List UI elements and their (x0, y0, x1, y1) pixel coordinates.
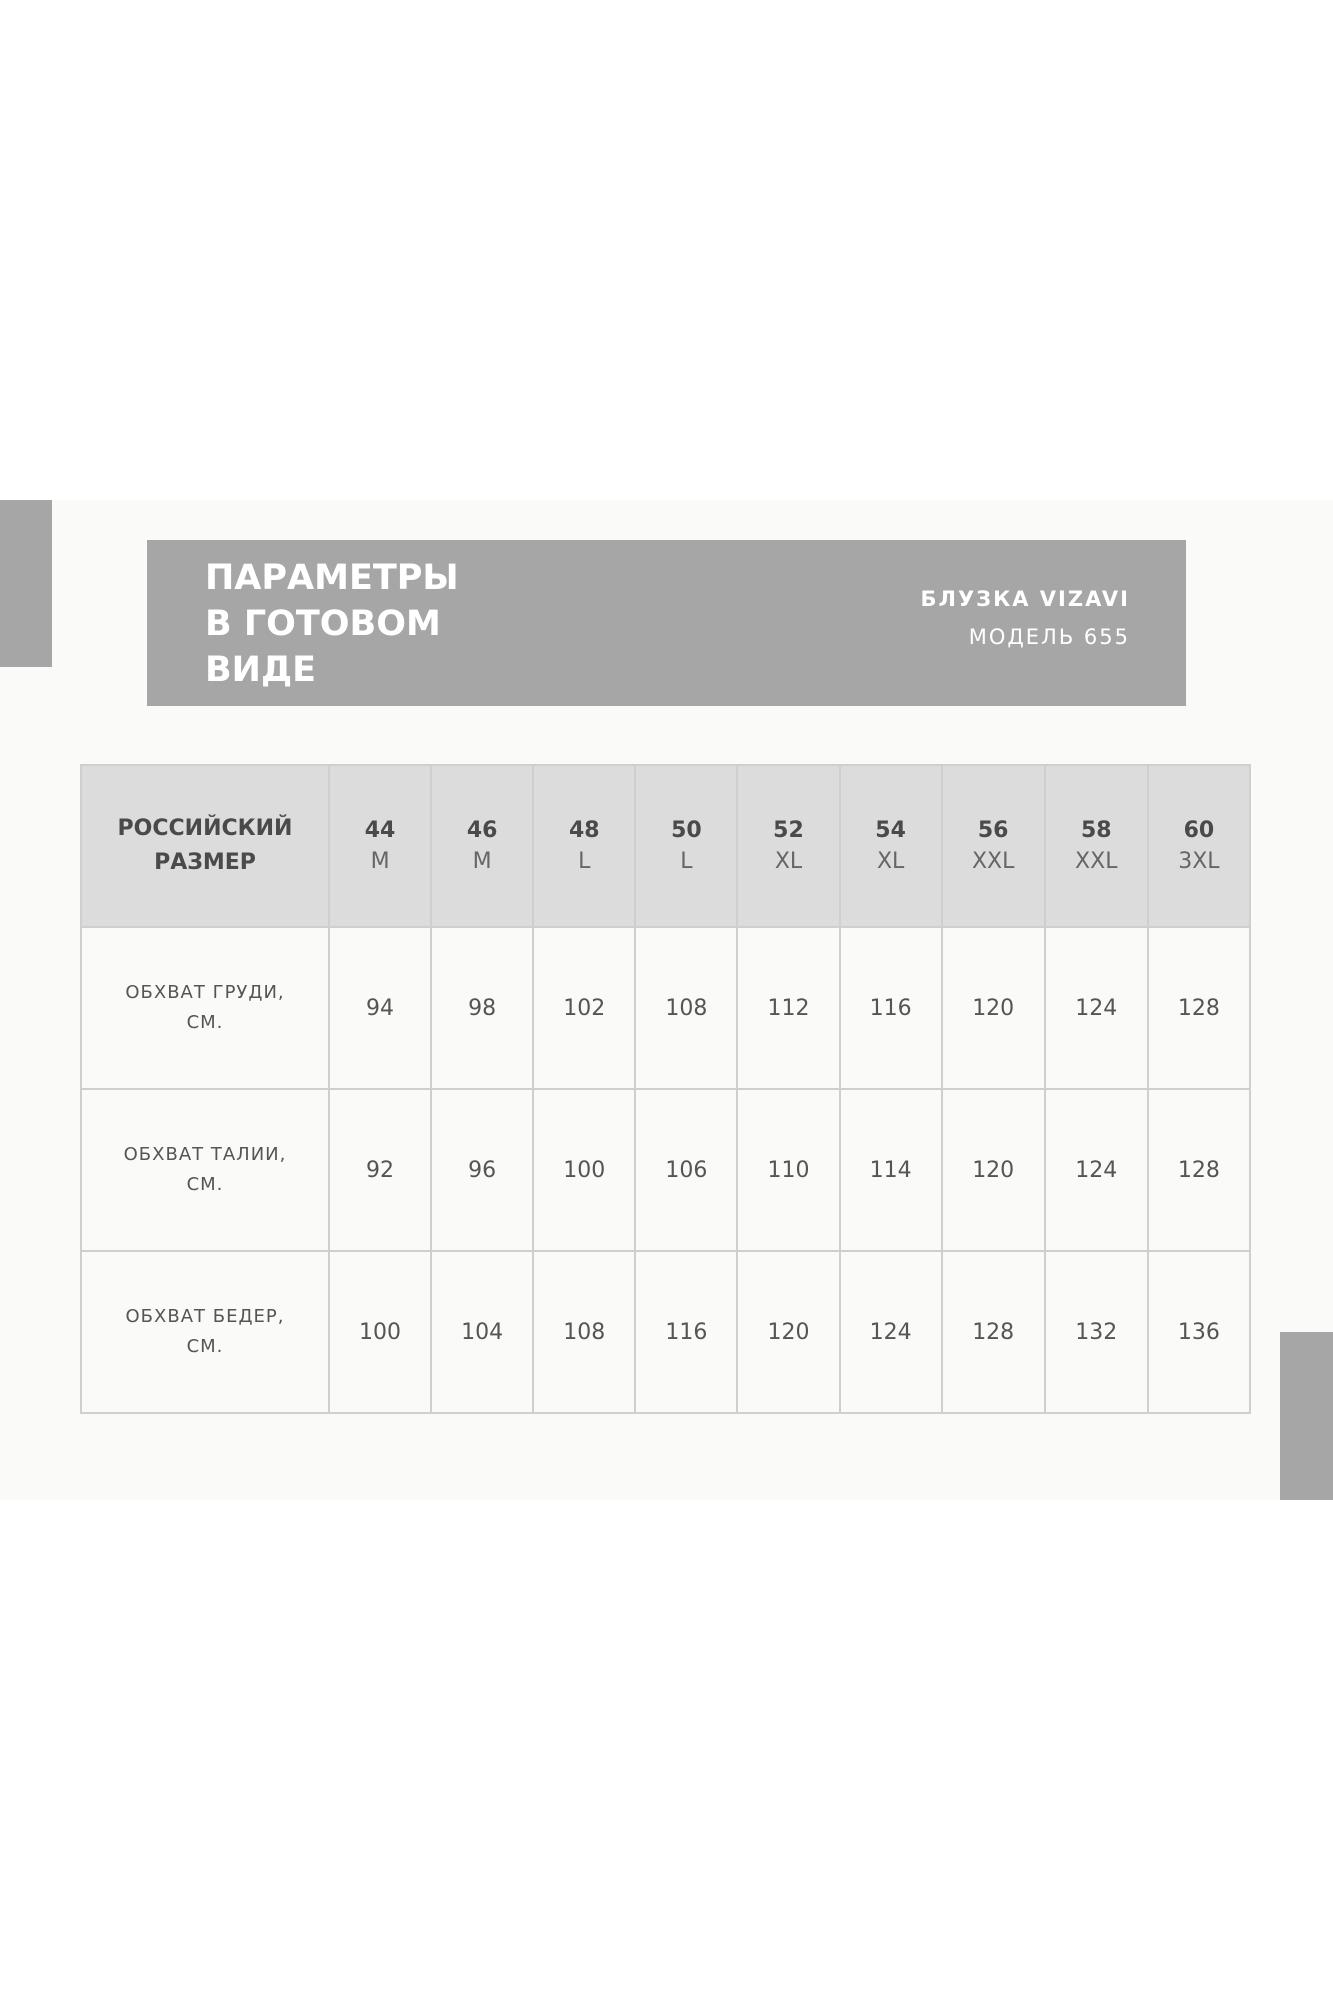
product-model: МОДЕЛЬ 655 (968, 625, 1130, 649)
decor-bar-left (0, 500, 52, 667)
table-row: ОБХВАТ ТАЛИИ, СМ. 92 96 100 106 110 114 120 124 12… (80, 1088, 1252, 1252)
page-title: ПАРАМЕТРЫ В ГОТОВОМ ВИДЕ (205, 555, 605, 693)
ru-size: 48 (568, 818, 600, 843)
intl-size: M (472, 849, 492, 874)
measurement-cell: 120 (940, 1088, 1046, 1252)
size-header: 50 L (634, 764, 739, 928)
size-header: 52 XL (736, 764, 841, 928)
measurement-cell: 98 (430, 926, 535, 1090)
measurement-cell: 96 (430, 1088, 535, 1252)
title-line: ПАРАМЕТРЫ (205, 558, 459, 598)
measurement-cell: 102 (532, 926, 637, 1090)
row-label: ОБХВАТ ГРУДИ, СМ. (80, 926, 330, 1090)
ru-size: 52 (773, 818, 804, 843)
product-brand: БЛУЗКА VIZAVI (920, 587, 1130, 611)
row-label: ОБХВАТ ТАЛИИ, СМ. (80, 1088, 330, 1252)
corner-header: РОССИЙСКИЙ РАЗМЕР (80, 764, 330, 928)
measurement-cell: 104 (430, 1250, 535, 1414)
measurement-cell: 124 (1043, 1088, 1149, 1252)
ru-size: 58 (1080, 818, 1112, 843)
row-label-line: ОБХВАТ ТАЛИИ, (123, 1144, 287, 1165)
measurement-cell: 116 (634, 1250, 739, 1414)
row-label: ОБХВАТ БЕДЕР, СМ. (80, 1250, 330, 1414)
measurement-cell: 116 (838, 926, 943, 1090)
size-header: 60 3XL (1146, 764, 1252, 928)
intl-size: 3XL (1178, 849, 1220, 874)
ru-size: 54 (875, 818, 906, 843)
measurement-cell: 94 (327, 926, 433, 1090)
measurement-cell: 114 (838, 1088, 943, 1252)
title-line: В ГОТОВОМ (205, 604, 441, 644)
measurement-cell: 108 (532, 1250, 637, 1414)
measurement-cell: 108 (634, 926, 739, 1090)
intl-size: M (370, 849, 390, 874)
measurement-cell: 128 (1146, 926, 1252, 1090)
table-row: ОБХВАТ ГРУДИ, СМ. 94 98 102 108 112 116 120 124 12… (80, 926, 1252, 1090)
measurement-cell: 106 (634, 1088, 739, 1252)
table-header-row: РОССИЙСКИЙ РАЗМЕР 44 M 46 M 48 L 50 L 52 XL 54 XL 56… (80, 764, 1252, 928)
decor-bar-right (1280, 1332, 1333, 1500)
size-header: 46 M (430, 764, 535, 928)
size-header: 54 XL (838, 764, 943, 928)
size-header: 48 L (532, 764, 637, 928)
intl-size: L (578, 849, 591, 874)
measurement-cell: 124 (838, 1250, 943, 1414)
row-label-line: СМ. (186, 1336, 224, 1357)
ru-size: 56 (977, 818, 1009, 843)
measurement-cell: 136 (1146, 1250, 1252, 1414)
table-row: ОБХВАТ БЕДЕР, СМ. 100 104 108 116 120 124 128 132… (80, 1250, 1252, 1414)
intl-size: XL (876, 849, 905, 874)
row-label-line: СМ. (186, 1174, 224, 1195)
corner-label-line: РАЗМЕР (154, 850, 256, 875)
ru-size: 46 (466, 818, 498, 843)
measurement-cell: 120 (940, 926, 1046, 1090)
intl-size: L (680, 849, 693, 874)
row-label-line: ОБХВАТ БЕДЕР, (125, 1306, 285, 1327)
measurement-cell: 92 (327, 1088, 433, 1252)
measurement-cell: 132 (1043, 1250, 1149, 1414)
ru-size: 60 (1183, 818, 1215, 843)
header-banner: ПАРАМЕТРЫ В ГОТОВОМ ВИДЕ БЛУЗКА VIZAVI М… (147, 540, 1186, 706)
corner-label-line: РОССИЙСКИЙ (117, 816, 293, 841)
measurement-cell: 112 (736, 926, 841, 1090)
size-header: 44 M (327, 764, 433, 928)
row-label-line: СМ. (186, 1012, 224, 1033)
measurement-cell: 128 (1146, 1088, 1252, 1252)
intl-size: XXL (971, 849, 1015, 874)
size-header: 58 XXL (1043, 764, 1149, 928)
size-header: 56 XXL (940, 764, 1046, 928)
size-table: РОССИЙСКИЙ РАЗМЕР 44 M 46 M 48 L 50 L 52 XL 54 XL 56… (80, 764, 1252, 1414)
measurement-cell: 100 (532, 1088, 637, 1252)
intl-size: XL (774, 849, 803, 874)
measurement-cell: 124 (1043, 926, 1149, 1090)
title-line: ВИДЕ (205, 650, 317, 690)
intl-size: XXL (1075, 849, 1118, 874)
measurement-cell: 120 (736, 1250, 841, 1414)
row-label-line: ОБХВАТ ГРУДИ, (125, 982, 285, 1003)
measurement-cell: 110 (736, 1088, 841, 1252)
measurement-cell: 128 (940, 1250, 1046, 1414)
ru-size: 50 (671, 818, 702, 843)
product-info: БЛУЗКА VIZAVI МОДЕЛЬ 655 (921, 587, 1130, 649)
ru-size: 44 (364, 818, 396, 843)
measurement-cell: 100 (327, 1250, 433, 1414)
